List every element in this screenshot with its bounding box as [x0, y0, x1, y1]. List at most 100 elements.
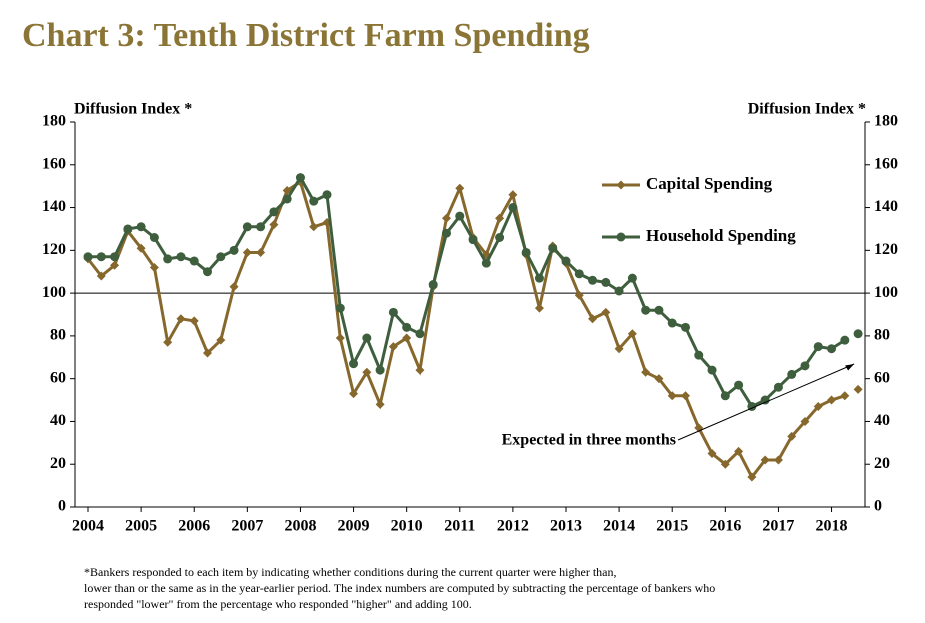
data-point	[110, 252, 120, 262]
data-point	[96, 271, 106, 281]
data-point	[229, 245, 239, 255]
y-tick-label: 80	[50, 327, 66, 344]
arrow-head	[845, 364, 855, 371]
data-point	[574, 269, 584, 279]
data-point	[840, 391, 850, 401]
data-point	[680, 322, 690, 332]
data-point	[800, 416, 810, 426]
y2-tick-label: 0	[874, 498, 882, 515]
data-point	[123, 224, 133, 234]
data-point	[827, 344, 837, 354]
data-point	[548, 243, 558, 253]
y2-tick-label: 140	[874, 198, 898, 215]
data-point	[495, 233, 505, 242]
data-point	[481, 258, 491, 268]
data-point	[375, 365, 385, 375]
legend-marker	[616, 180, 626, 190]
expected-point	[853, 384, 863, 394]
y-tick-label: 100	[42, 284, 66, 301]
data-point	[827, 395, 837, 405]
data-point	[216, 335, 226, 345]
data-point	[641, 367, 651, 377]
data-point	[428, 280, 438, 290]
data-point	[813, 401, 823, 411]
y-tick-label: 60	[50, 369, 66, 386]
data-point	[455, 211, 465, 221]
data-point	[588, 275, 598, 285]
data-point	[641, 305, 651, 315]
data-point	[627, 329, 637, 339]
y2-axis-label: Diffusion Index *	[748, 101, 866, 118]
data-point	[667, 391, 677, 401]
x-tick-label: 2004	[72, 518, 104, 535]
y2-tick-label: 60	[874, 369, 890, 386]
x-tick-label: 2018	[816, 518, 848, 535]
data-point	[813, 342, 823, 352]
data-point	[83, 252, 93, 262]
legend-label: Household Spending	[646, 226, 796, 245]
data-point	[495, 213, 505, 223]
x-tick-label: 2006	[178, 518, 210, 535]
data-point	[627, 273, 637, 283]
data-point	[163, 337, 173, 347]
data-point	[601, 277, 611, 287]
y-tick-label: 160	[42, 155, 66, 172]
data-point	[680, 391, 690, 401]
data-point	[654, 374, 664, 384]
data-point	[163, 254, 173, 264]
data-point	[282, 194, 292, 204]
data-point	[349, 359, 359, 369]
x-tick-label: 2015	[656, 518, 688, 535]
data-point	[229, 282, 239, 292]
data-point	[242, 222, 252, 232]
data-point	[534, 303, 544, 313]
data-point	[734, 380, 744, 390]
data-point	[455, 183, 465, 193]
data-point	[787, 431, 797, 441]
y2-tick-label: 20	[874, 455, 890, 472]
footnote: lower than or the same as in the year-ea…	[84, 581, 715, 595]
data-point	[203, 267, 213, 277]
x-tick-label: 2005	[125, 518, 157, 535]
y-tick-label: 140	[42, 198, 66, 215]
y2-tick-label: 40	[874, 412, 890, 429]
data-point	[534, 273, 544, 283]
data-point	[309, 222, 319, 232]
x-tick-label: 2010	[391, 518, 423, 535]
data-point	[176, 314, 186, 324]
data-point	[521, 247, 531, 257]
data-point	[441, 213, 451, 223]
data-point	[760, 395, 770, 405]
data-point	[269, 207, 279, 217]
data-point	[189, 256, 199, 266]
data-point	[96, 252, 106, 262]
data-point	[787, 369, 797, 379]
data-point	[707, 365, 717, 375]
data-point	[654, 305, 664, 315]
data-point	[335, 333, 345, 343]
data-point	[773, 382, 783, 392]
x-tick-label: 2017	[762, 518, 794, 535]
y-tick-label: 40	[50, 412, 66, 429]
data-point	[256, 222, 266, 232]
y2-tick-label: 180	[874, 113, 898, 130]
data-point	[349, 389, 359, 399]
data-point	[362, 333, 372, 343]
annotation: Expected in three months	[502, 432, 676, 449]
data-point	[388, 342, 398, 352]
data-point	[402, 322, 412, 332]
x-tick-label: 2014	[603, 518, 635, 535]
y-tick-label: 120	[42, 241, 66, 258]
data-point	[402, 333, 412, 343]
data-point	[667, 318, 677, 328]
y2-tick-label: 120	[874, 241, 898, 258]
data-point	[508, 203, 518, 213]
data-point	[720, 391, 730, 401]
data-point	[322, 190, 332, 200]
data-point	[388, 307, 398, 317]
data-point	[734, 446, 744, 456]
data-point	[309, 196, 319, 206]
y-tick-label: 180	[42, 113, 66, 130]
data-point	[110, 260, 120, 270]
